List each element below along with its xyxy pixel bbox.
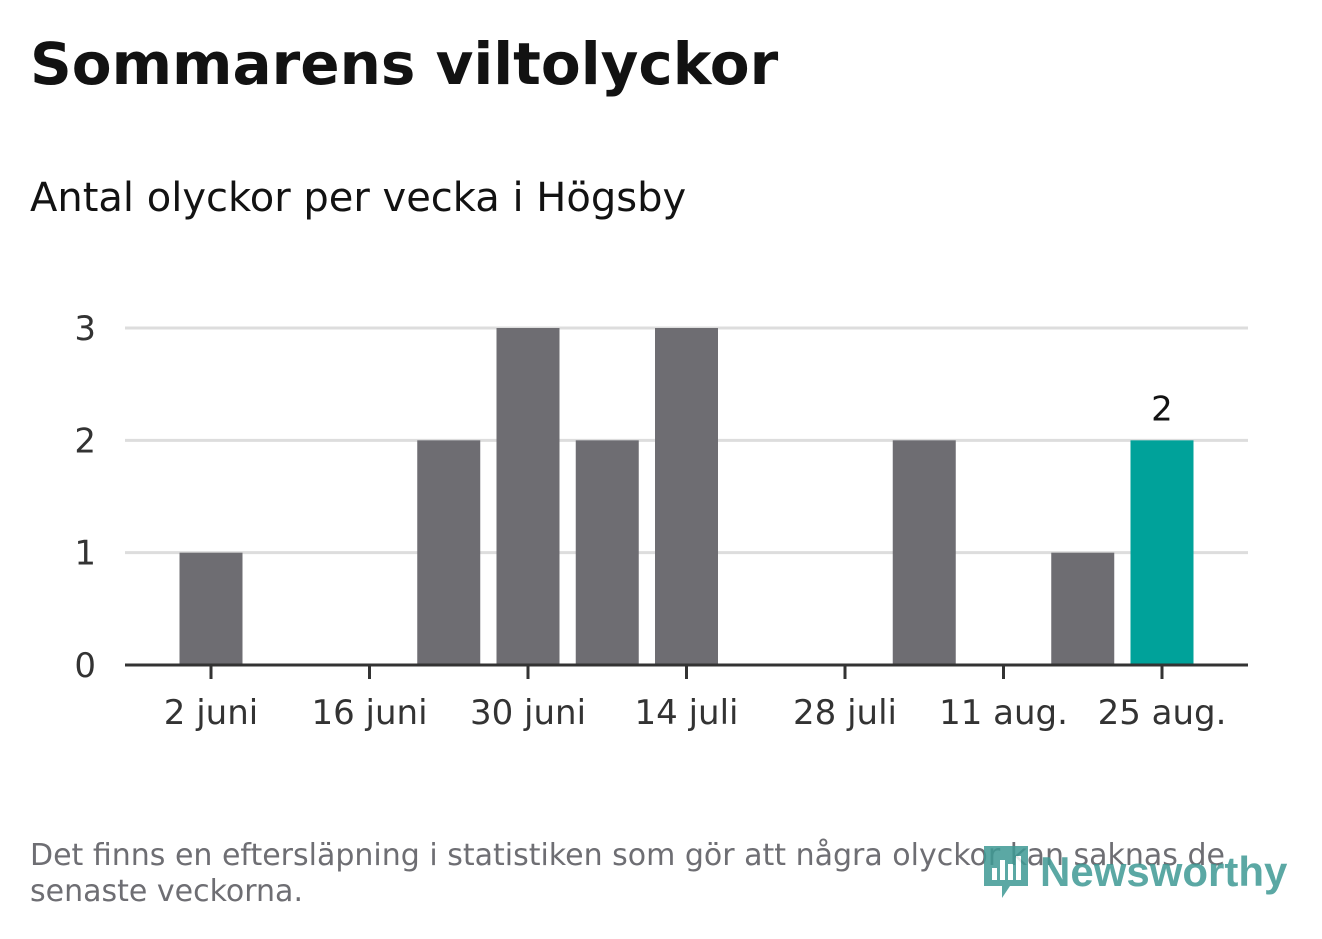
bar-chart: 0 1 2 3 2 2 juni 16 juni 30 juni 14 juli 28 juli 1… xyxy=(74,309,1248,733)
bar xyxy=(575,440,639,665)
bar xyxy=(496,328,560,665)
y-tick-label: 3 xyxy=(74,309,96,349)
y-tick-label: 2 xyxy=(74,421,96,461)
bar xyxy=(892,440,956,665)
bar xyxy=(1130,440,1194,665)
chart-title: Sommarens viltolyckor xyxy=(30,30,779,98)
bar xyxy=(179,552,243,665)
x-tick-label: 14 juli xyxy=(635,693,739,733)
logo-text: Newsworthy xyxy=(1040,848,1288,895)
y-tick-label: 0 xyxy=(74,646,96,686)
x-tick-label: 11 aug. xyxy=(939,693,1068,733)
bar xyxy=(655,328,718,665)
chart-subtitle: Antal olyckor per vecka i Högsby xyxy=(30,175,687,221)
bar xyxy=(417,440,481,665)
bar-chart-logo-icon xyxy=(984,846,1028,898)
x-tick-label: 25 aug. xyxy=(1098,693,1227,733)
y-tick-label: 1 xyxy=(74,534,96,574)
data-label: 2 xyxy=(1151,389,1173,429)
x-tick-label: 16 juni xyxy=(311,693,427,733)
x-tick-label: 28 juli xyxy=(793,693,897,733)
bar xyxy=(1051,552,1115,665)
newsworthy-logo: Newsworthy xyxy=(980,842,1287,902)
x-tick-label: 30 juni xyxy=(470,693,586,733)
x-tick-label: 2 juni xyxy=(164,693,258,733)
